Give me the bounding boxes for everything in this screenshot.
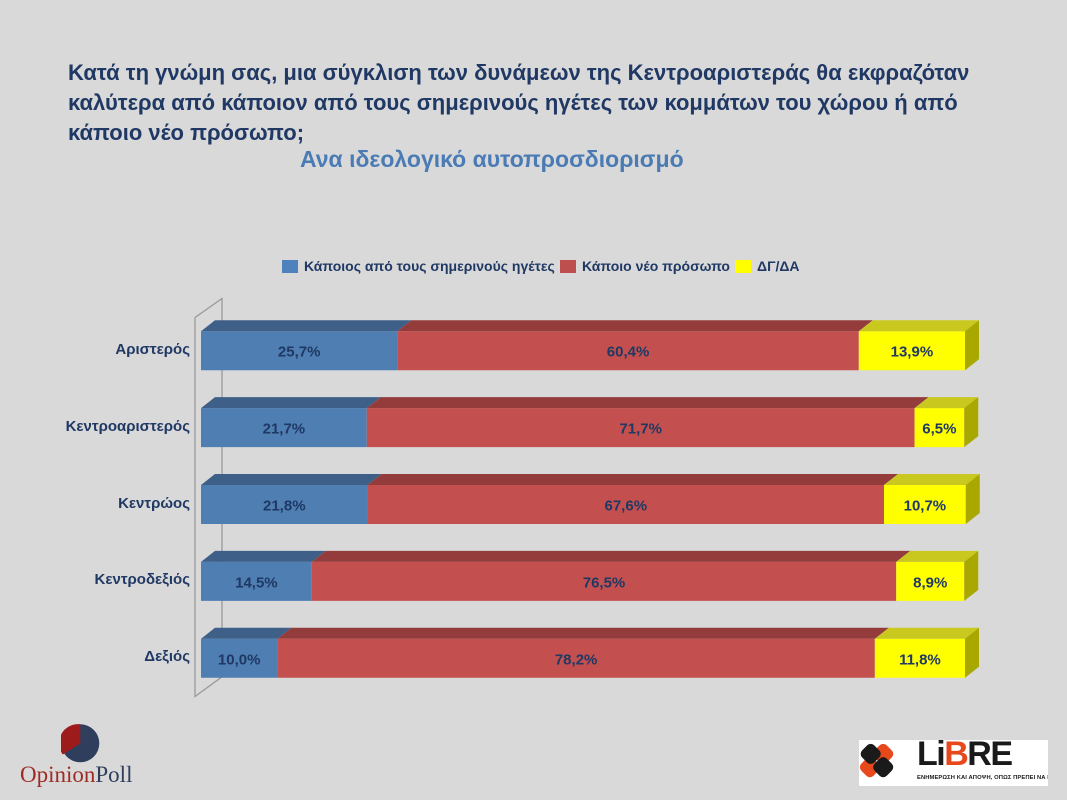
- svg-text:10,7%: 10,7%: [904, 498, 947, 515]
- svg-text:25,7%: 25,7%: [278, 344, 321, 361]
- svg-text:6,5%: 6,5%: [922, 421, 956, 438]
- svg-text:60,4%: 60,4%: [607, 344, 650, 361]
- svg-text:14,5%: 14,5%: [235, 574, 278, 591]
- svg-text:76,5%: 76,5%: [583, 574, 626, 591]
- svg-text:71,7%: 71,7%: [619, 421, 662, 438]
- svg-text:78,2%: 78,2%: [555, 651, 598, 668]
- svg-text:21,8%: 21,8%: [263, 498, 306, 515]
- svg-text:11,8%: 11,8%: [899, 651, 941, 668]
- svg-text:21,7%: 21,7%: [263, 421, 306, 438]
- svg-text:13,9%: 13,9%: [891, 344, 934, 361]
- svg-text:10,0%: 10,0%: [218, 651, 261, 668]
- svg-text:67,6%: 67,6%: [605, 498, 648, 515]
- svg-text:8,9%: 8,9%: [913, 574, 947, 591]
